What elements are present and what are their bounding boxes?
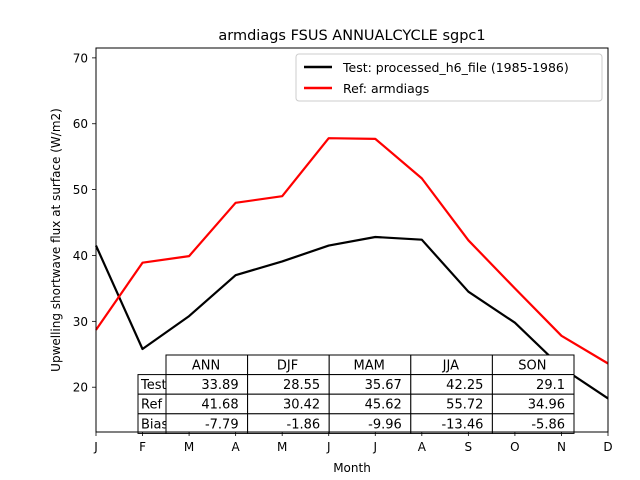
table-column-header: SON: [518, 359, 546, 374]
table-cell-value: -5.86: [531, 417, 565, 432]
x-tick-label: F: [139, 440, 146, 454]
y-tick-label: 50: [73, 183, 88, 197]
x-tick-label: M: [184, 440, 194, 454]
series-layer: [94, 137, 609, 400]
table-column-header: DJF: [277, 359, 298, 374]
x-tick-label: N: [557, 440, 566, 454]
table-column-header: ANN: [192, 359, 220, 374]
table-row-label: Test: [140, 378, 167, 393]
y-tick-label: 30: [73, 315, 88, 329]
plot-frame: [95, 47, 609, 433]
table-cell-value: 42.25: [446, 378, 483, 393]
legend-ref-label: Ref: armdiags: [343, 81, 429, 96]
table-cell-value: 45.62: [365, 398, 402, 413]
x-tick-label: J: [326, 440, 331, 454]
legend: Test: processed_h6_file (1985-1986) Ref: …: [295, 53, 603, 102]
x-axis-label: Month: [333, 461, 371, 475]
stats-table: ANN DJF MAM JJA SON Test 33.89 28.55 35.67 42.25 2…: [137, 354, 575, 434]
test-series-line: [94, 235, 609, 400]
y-tick-label: 40: [73, 249, 88, 263]
table-cell-value: -1.86: [287, 417, 321, 432]
x-tick-label: S: [465, 440, 473, 454]
y-axis-label: Upwelling shortwave flux at surface (W/m…: [49, 108, 63, 372]
table-cell-value: -9.96: [368, 417, 402, 432]
x-tick-label: J: [93, 440, 98, 454]
table-column-header: JJA: [442, 359, 459, 374]
ref-series-line: [95, 137, 609, 365]
x-tick-label: A: [418, 440, 427, 454]
table-cell-value: 55.72: [446, 398, 483, 413]
table-cell-value: 30.42: [283, 398, 320, 413]
table-column-header: MAM: [354, 359, 385, 374]
legend-test-label: Test: processed_h6_file (1985-1986): [342, 60, 569, 75]
chart-title: armdiags FSUS ANNUALCYCLE sgpc1: [218, 28, 485, 44]
table-cell-value: -13.46: [441, 417, 483, 432]
x-tick-label: J: [372, 440, 377, 454]
table-cell-value: 28.55: [283, 378, 320, 393]
x-tick-label: D: [603, 440, 612, 454]
y-tick-label: 70: [73, 51, 88, 65]
table-cell: [491, 413, 575, 434]
table-cell-value: 33.89: [201, 378, 238, 393]
x-tick-label: M: [277, 440, 287, 454]
y-tick-label: 60: [73, 117, 88, 131]
table-cell-value: 34.96: [528, 398, 565, 413]
table-cell-value: 41.68: [201, 398, 238, 413]
x-tick-label: O: [510, 440, 519, 454]
legend-box: [295, 53, 603, 102]
table-row-label: Bias: [141, 417, 168, 432]
table-cell-value: 29.1: [536, 378, 565, 393]
x-tick-label: A: [232, 440, 241, 454]
y-tick-label: 20: [73, 381, 88, 395]
table-cell-value: -7.79: [205, 417, 239, 432]
table-cell-value: 35.67: [365, 378, 402, 393]
table-row-label: Ref: [141, 398, 162, 413]
